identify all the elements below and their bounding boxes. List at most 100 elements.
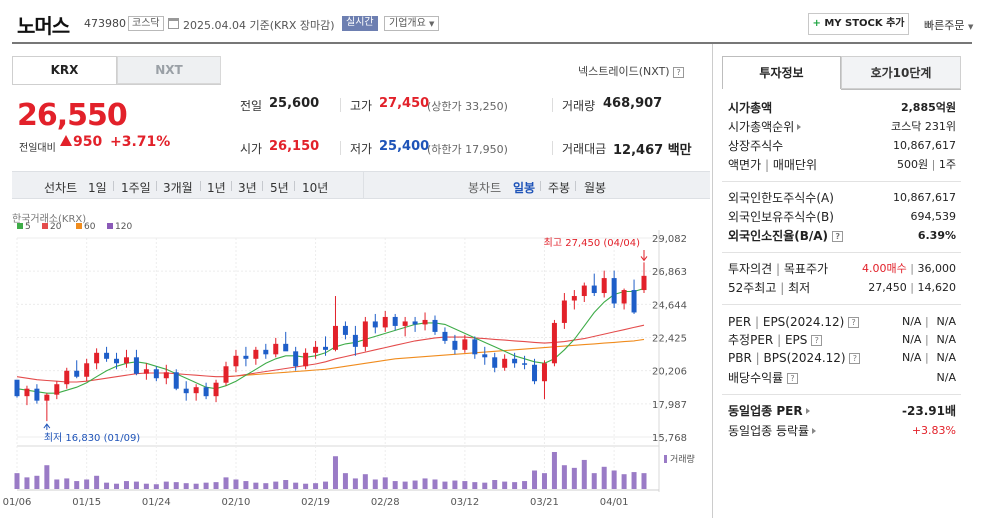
volume-bar bbox=[143, 483, 149, 489]
nxt-link[interactable]: 넥스트레이드(NXT) ? bbox=[578, 63, 685, 79]
par-label: 액면가 bbox=[728, 158, 762, 172]
volume-value: 468,907 bbox=[603, 96, 663, 111]
prev-close-value: 25,600 bbox=[269, 96, 320, 111]
industry-per-row[interactable]: 동일업종 PER -23.91배 bbox=[728, 402, 956, 420]
period-1d[interactable]: 1일 bbox=[88, 181, 107, 195]
legend-swatch bbox=[42, 223, 48, 229]
tab-hoga-10[interactable]: 호가10단계 bbox=[841, 56, 961, 89]
x-tick-label: 04/01 bbox=[600, 497, 629, 508]
candle-weekly[interactable]: 주봉 bbox=[548, 181, 571, 195]
up-arrow-icon bbox=[60, 135, 72, 146]
stock-chart[interactable]: 29,082 26,863 24,644 22,425 20,206 17,987 15,7… bbox=[0, 0, 712, 518]
candle-body bbox=[273, 343, 279, 355]
volume-bar bbox=[621, 474, 627, 489]
market-cap-rank-row[interactable]: 시가총액순위 코스닥 231위 bbox=[728, 118, 956, 136]
toolbar-separator bbox=[113, 181, 114, 191]
candle-body bbox=[173, 372, 179, 389]
corp-info-label: 기업개요 bbox=[389, 18, 426, 29]
volume-bar bbox=[253, 482, 259, 489]
toolbar-separator bbox=[262, 181, 263, 191]
arrow-right-icon bbox=[805, 408, 810, 414]
est-per-value: N/A bbox=[902, 333, 922, 346]
toolbar-separator bbox=[575, 181, 576, 191]
market-cap-label: 시가총액 bbox=[728, 101, 773, 115]
help-icon[interactable]: ? bbox=[787, 373, 799, 384]
amount-value: 12,467 백만 bbox=[613, 143, 692, 158]
volume-bar bbox=[342, 473, 348, 489]
w52-label: 52주최고 | 최저 bbox=[728, 279, 810, 297]
volume-bar bbox=[84, 479, 90, 489]
candle-body bbox=[561, 300, 567, 323]
price-change: 950 bbox=[73, 134, 103, 150]
legend-ma60: 60 bbox=[76, 222, 95, 232]
plus-icon: + bbox=[812, 18, 821, 29]
volume-bar bbox=[631, 472, 637, 489]
arrow-right-icon bbox=[812, 428, 817, 434]
pbr-label: PBR | BPS(2024.12) ? bbox=[728, 349, 861, 367]
line-chart-button[interactable]: 선차트 bbox=[44, 181, 78, 195]
period-10y[interactable]: 10년 bbox=[302, 181, 329, 195]
dividend-row: 배당수익률 ? N/A bbox=[728, 369, 956, 387]
candle-body bbox=[402, 321, 408, 326]
candle-body bbox=[94, 352, 100, 364]
volume-legend-swatch bbox=[664, 455, 667, 463]
volume-bar bbox=[462, 481, 468, 489]
low-annotation: 최저 16,830 (01/09) bbox=[44, 432, 140, 444]
help-icon[interactable]: ? bbox=[849, 353, 861, 364]
volume-bar bbox=[372, 479, 378, 489]
volume-bar bbox=[163, 481, 169, 489]
volume-bar bbox=[522, 481, 528, 489]
lower-limit: (하한가 17,950) bbox=[427, 143, 508, 156]
volume-bar bbox=[133, 481, 139, 489]
help-icon[interactable]: ? bbox=[832, 231, 844, 242]
par-unit-value: 500원 | 1주 bbox=[897, 156, 956, 174]
volume-bar bbox=[442, 481, 448, 489]
shares-label: 상장주식수 bbox=[728, 139, 784, 153]
eps-value: N/A bbox=[936, 315, 956, 328]
tab-krx[interactable]: KRX bbox=[12, 56, 117, 84]
legend-ma5-label: 5 bbox=[25, 222, 31, 232]
candle-body bbox=[104, 352, 110, 359]
tab-invest-info[interactable]: 투자정보 bbox=[722, 56, 841, 89]
period-1y[interactable]: 1년 bbox=[207, 181, 226, 195]
quick-order-dropdown[interactable]: 빠른주문 ▼ bbox=[924, 17, 973, 33]
period-3y[interactable]: 3년 bbox=[238, 181, 257, 195]
help-icon[interactable]: ? bbox=[811, 335, 823, 346]
period-5y[interactable]: 5년 bbox=[270, 181, 289, 195]
volume-bar bbox=[402, 481, 408, 489]
candle-body bbox=[143, 369, 149, 374]
tab-nxt[interactable]: NXT bbox=[117, 56, 221, 84]
candle-monthly[interactable]: 월봉 bbox=[584, 181, 607, 195]
row-separator: | bbox=[910, 262, 914, 275]
help-icon[interactable]: ? bbox=[848, 317, 860, 328]
candle-body bbox=[114, 358, 120, 364]
pbr-row: PBR | BPS(2024.12) ? N/A | N/A bbox=[728, 349, 956, 367]
quote-date: 2025.04.04 기준(KRX 장마감) bbox=[183, 19, 335, 32]
help-icon[interactable]: ? bbox=[673, 66, 685, 78]
candle-body bbox=[332, 325, 338, 350]
candle-daily[interactable]: 일봉 bbox=[513, 181, 536, 195]
volume-bar bbox=[352, 478, 358, 489]
candle-body bbox=[571, 296, 577, 301]
candle-body bbox=[541, 363, 547, 382]
volume-bar bbox=[452, 480, 458, 489]
candle-body bbox=[362, 321, 368, 347]
mystock-add-button[interactable]: + MY STOCK 추가 bbox=[808, 13, 909, 35]
legend-swatch bbox=[107, 223, 113, 229]
corp-info-dropdown[interactable]: 기업개요 ▼ bbox=[384, 16, 440, 31]
period-1w[interactable]: 1주일 bbox=[121, 181, 151, 195]
period-3m[interactable]: 3개월 bbox=[163, 181, 193, 195]
panel-divider bbox=[712, 44, 713, 518]
candle-body bbox=[283, 343, 289, 352]
quote-divider bbox=[340, 98, 341, 112]
x-tick-label: 03/12 bbox=[450, 497, 479, 508]
ma5-line bbox=[16, 287, 645, 394]
per-value: N/A bbox=[902, 315, 922, 328]
volume-bar bbox=[104, 482, 110, 489]
foreign-ratio-row: 외국인소진율(B/A) ? 6.39% bbox=[728, 227, 956, 245]
industry-rate-row[interactable]: 동일업종 등락률 +3.83% bbox=[728, 422, 956, 440]
stock-header: 노머스 473980 코스닥 2025.04.04 기준(KRX 장마감) 실시… bbox=[0, 0, 987, 46]
volume-bar bbox=[24, 477, 30, 489]
row-separator: | bbox=[755, 351, 760, 365]
realtime-button[interactable]: 실시간 bbox=[342, 16, 378, 31]
